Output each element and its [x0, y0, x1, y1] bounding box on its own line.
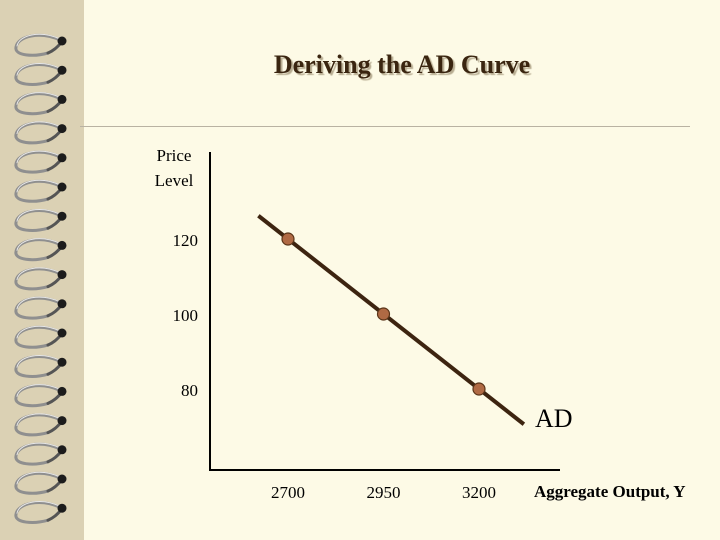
- x-tick-label: 3200: [462, 483, 496, 502]
- spiral-ring-icon: [14, 501, 67, 524]
- y-axis-label: Level: [155, 171, 194, 190]
- x-tick-label: 2700: [271, 483, 305, 502]
- slide-title: Deriving the AD Curve: [273, 50, 531, 79]
- title-divider: [80, 126, 690, 127]
- y-tick-label: 120: [173, 231, 199, 250]
- spiral-ring-icon: [14, 33, 67, 57]
- spiral-ring-icon: [14, 471, 67, 495]
- spiral-ring-icon: [14, 384, 67, 408]
- spiral-ring-icon: [14, 63, 67, 86]
- y-axis-label: Price: [157, 146, 192, 165]
- spiral-ring-icon: [14, 325, 67, 349]
- spiral-ring-icon: [14, 413, 67, 437]
- spiral-ring-icon: [14, 267, 67, 291]
- x-axis-label: Aggregate Output, Y: [534, 482, 686, 501]
- spiral-binding: [14, 33, 67, 524]
- ad-curve-label: AD: [535, 404, 573, 433]
- spiral-ring-icon: [14, 296, 67, 320]
- spiral-ring-icon: [14, 121, 67, 145]
- spiral-ring-icon: [14, 209, 67, 232]
- y-tick-label: 100: [173, 306, 199, 325]
- spiral-ring-icon: [14, 238, 67, 262]
- spiral-ring-icon: [14, 179, 67, 203]
- ad-data-point: [281, 232, 295, 246]
- x-tick-label: 2950: [367, 483, 401, 502]
- ad-data-point: [376, 307, 391, 321]
- spiral-ring-icon: [14, 150, 67, 174]
- spiral-ring-icon: [14, 355, 67, 378]
- y-tick-label: 80: [181, 381, 198, 400]
- spiral-ring-icon: [14, 92, 67, 116]
- ad-data-point: [472, 382, 486, 396]
- spiral-ring-icon: [14, 442, 67, 466]
